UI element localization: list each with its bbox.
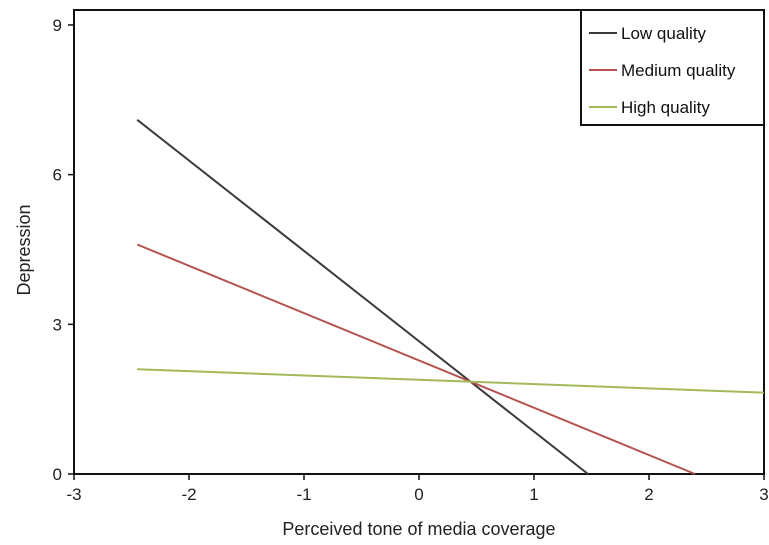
legend-items: Low quality Medium quality High quality [589, 24, 736, 117]
y-tick-label: 0 [53, 465, 62, 484]
legend-box [580, 9, 765, 126]
x-tick-label: 0 [414, 485, 423, 504]
x-tick-label: -1 [296, 485, 311, 504]
x-tick-label: -3 [66, 485, 81, 504]
series-line-high-quality [137, 368, 765, 394]
x-axis-title: Perceived tone of media coverage [282, 519, 555, 539]
x-axis: -3 -2 -1 0 1 2 3 [66, 474, 769, 504]
y-tick-label: 6 [53, 166, 62, 185]
x-tick-label: 1 [529, 485, 538, 504]
series-line-low-quality [136, 119, 589, 475]
series-layer [136, 119, 765, 475]
legend-label-medium-quality: Medium quality [621, 61, 736, 80]
y-axis: 0 3 6 9 [53, 16, 74, 484]
x-tick-label: 2 [644, 485, 653, 504]
legend-label-high-quality: High quality [621, 98, 710, 117]
x-tick-label: -2 [181, 485, 196, 504]
legend: Low quality Medium quality High quality [580, 9, 765, 126]
legend-label-low-quality: Low quality [621, 24, 707, 43]
y-tick-label: 9 [53, 16, 62, 35]
y-tick-label: 3 [53, 315, 62, 334]
series-line-medium-quality [136, 243, 696, 475]
y-axis-title: Depression [14, 204, 34, 295]
x-tick-label: 3 [759, 485, 768, 504]
